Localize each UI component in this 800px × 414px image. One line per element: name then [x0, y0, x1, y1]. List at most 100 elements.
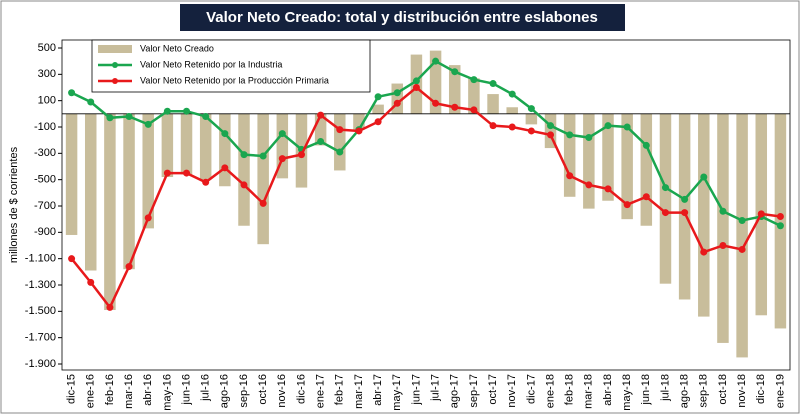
legend-marker — [112, 62, 118, 68]
marker — [508, 90, 516, 98]
bar — [142, 113, 154, 229]
bar — [487, 94, 499, 114]
y-tick-label: -900 — [34, 226, 56, 238]
bar — [161, 113, 174, 178]
marker — [489, 80, 497, 88]
y-tick-label: -1.300 — [25, 279, 56, 291]
y-tick-label: -500 — [34, 174, 56, 186]
marker — [202, 178, 210, 186]
marker — [297, 151, 305, 159]
x-tick-label: jul-16 — [200, 374, 212, 402]
x-tick-label: abr-18 — [602, 374, 614, 406]
marker — [604, 122, 612, 130]
x-tick-label: jul-18 — [659, 374, 671, 402]
marker — [470, 76, 478, 84]
bar — [391, 83, 404, 114]
y-axis-label: millones de $ corrientes — [8, 146, 20, 263]
bar — [468, 78, 480, 114]
marker — [412, 77, 420, 85]
bar — [199, 113, 212, 180]
marker — [278, 130, 286, 138]
bar — [698, 113, 710, 317]
x-tick-label: oct-16 — [257, 374, 269, 405]
marker — [566, 131, 574, 139]
bar — [544, 113, 557, 149]
marker — [317, 111, 325, 119]
bar — [583, 113, 595, 209]
x-tick-label: abr-16 — [142, 374, 154, 406]
x-tick-label: jul-17 — [429, 374, 441, 402]
marker — [125, 112, 133, 120]
x-tick-label: ene-17 — [315, 374, 327, 408]
x-tick-label: may-18 — [621, 374, 633, 411]
marker — [585, 134, 593, 142]
chart-title: Valor Neto Creado: total y distribución … — [206, 9, 598, 26]
marker — [757, 210, 765, 218]
marker — [451, 103, 459, 111]
bar — [640, 113, 653, 226]
bar — [525, 113, 538, 125]
marker — [642, 141, 650, 149]
x-tick-label: jun-17 — [410, 374, 422, 406]
marker — [700, 248, 708, 256]
marker — [183, 169, 191, 177]
marker — [125, 263, 133, 271]
marker — [681, 209, 689, 217]
legend-marker — [112, 78, 118, 84]
bar — [123, 113, 135, 270]
marker — [68, 255, 76, 263]
bar — [429, 50, 442, 114]
marker — [374, 118, 382, 126]
x-tick-label: nov-16 — [276, 374, 288, 408]
line — [70, 85, 781, 310]
marker — [585, 181, 593, 189]
marker — [508, 123, 516, 131]
bar — [448, 65, 461, 114]
x-tick-label: jun-18 — [640, 374, 652, 406]
marker — [144, 214, 152, 222]
legend-label: Valor Neto Retenido por la Producción Pr… — [140, 75, 329, 85]
marker — [776, 213, 784, 221]
plot-border — [61, 39, 791, 371]
x-tick-label: feb-16 — [104, 374, 116, 405]
marker — [183, 107, 191, 115]
x-tick-label: may-16 — [161, 374, 173, 411]
x-tick-label: oct-18 — [717, 374, 729, 405]
y-tick-label: -100 — [34, 121, 56, 133]
y-tick-label: -700 — [34, 200, 56, 212]
x-tick-label: mar-17 — [353, 374, 365, 409]
bar — [506, 107, 518, 114]
bar — [180, 113, 193, 175]
y-tick-label: 100 — [38, 95, 56, 107]
bar — [736, 113, 748, 358]
x-tick-label: abr-17 — [372, 374, 384, 406]
bar — [602, 113, 614, 201]
bar — [372, 104, 384, 114]
x-tick-label: ene-18 — [544, 374, 556, 408]
x-tick-label: ene-19 — [774, 374, 786, 408]
bar — [678, 113, 691, 300]
marker — [642, 193, 650, 201]
bar — [238, 113, 250, 226]
marker — [719, 242, 727, 249]
bar — [219, 113, 231, 187]
marker — [738, 245, 746, 253]
marker — [527, 105, 535, 113]
bar — [659, 113, 672, 284]
legend-label: Valor Neto Creado — [140, 43, 214, 53]
legend-swatch — [98, 45, 132, 53]
marker — [604, 185, 612, 193]
marker — [317, 137, 325, 145]
x-tick-label: sep-18 — [698, 374, 710, 408]
x-tick-label: ago-17 — [449, 374, 461, 408]
x-tick-label: ago-16 — [219, 374, 231, 408]
y-tick-label: -1.100 — [25, 253, 56, 265]
bar — [84, 113, 97, 271]
marker — [240, 151, 248, 159]
bar — [276, 113, 289, 179]
legend-box — [91, 39, 371, 93]
marker — [489, 122, 497, 130]
marker — [738, 216, 746, 224]
marker — [547, 122, 555, 130]
